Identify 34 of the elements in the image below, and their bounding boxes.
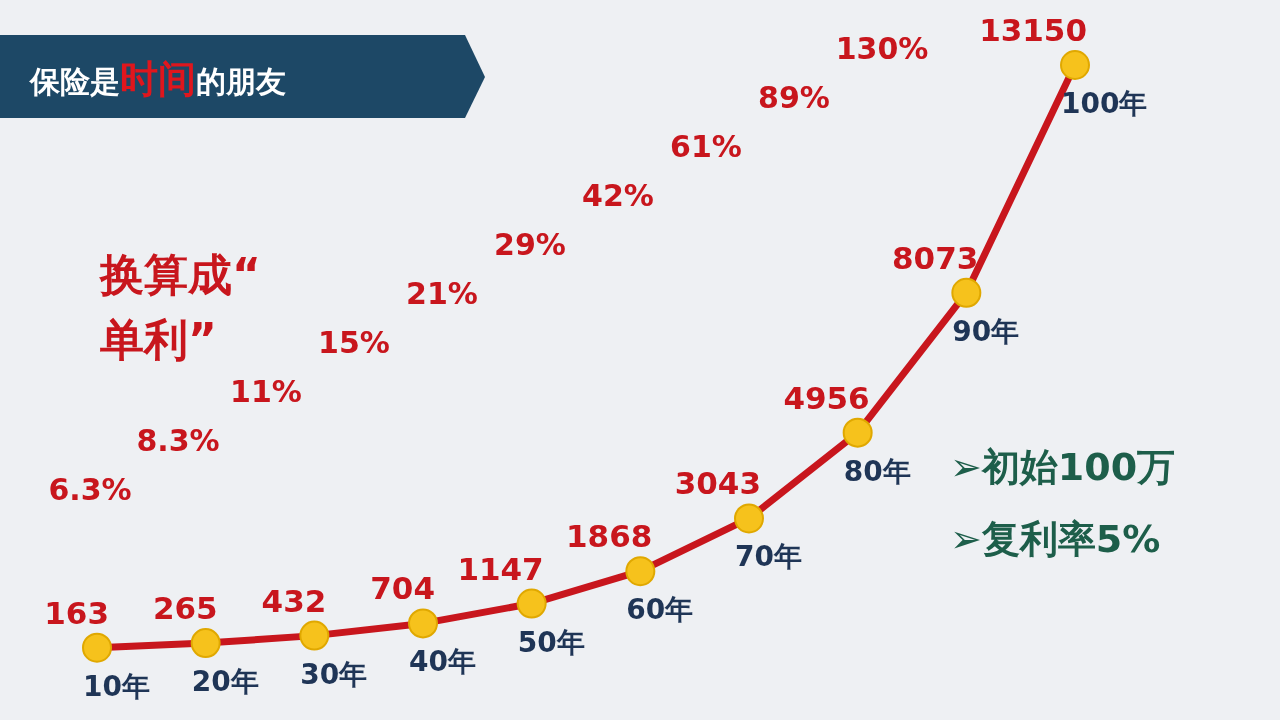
annotation: 21% bbox=[406, 276, 478, 311]
data-label: 704 bbox=[370, 570, 435, 607]
annotation: 61% bbox=[670, 129, 742, 164]
data-label: 265 bbox=[152, 590, 218, 627]
x-tick-label: 50年 bbox=[517, 625, 585, 659]
data-label: 13150 bbox=[979, 12, 1087, 48]
annotation: 42% bbox=[582, 178, 654, 213]
x-tick-label: 30年 bbox=[300, 657, 368, 691]
text: 换算成“单利” bbox=[98, 249, 261, 365]
data-label: 4956 bbox=[783, 379, 870, 416]
x-tick-label: 80年 bbox=[843, 454, 911, 488]
x-tick-label: 10年 bbox=[83, 669, 150, 703]
data-label: 1147 bbox=[457, 550, 544, 587]
annotation: 29% bbox=[494, 227, 566, 262]
annotation: 8.3% bbox=[136, 423, 220, 458]
data-label: 1868 bbox=[566, 518, 653, 555]
x-tick-label: 90年 bbox=[952, 314, 1020, 348]
x-tick-label: 60年 bbox=[626, 593, 694, 627]
x-tick-label: 70年 bbox=[735, 540, 802, 574]
annotation: 6.3% bbox=[48, 472, 132, 507]
chart-title: 保险是时间的朋友 bbox=[29, 57, 286, 101]
annotation: 11% bbox=[230, 374, 302, 409]
x-tick-label: 100年 bbox=[1061, 87, 1148, 120]
x-tick-label: 40年 bbox=[409, 645, 476, 679]
annotation: 15% bbox=[318, 325, 390, 360]
data-label: 432 bbox=[261, 582, 327, 619]
annotation: 130% bbox=[835, 31, 929, 66]
annotation: ➢复利率5% bbox=[950, 517, 1161, 561]
annotation: 89% bbox=[758, 80, 830, 115]
x-tick-label: 20年 bbox=[191, 665, 259, 699]
data-label: 8073 bbox=[892, 239, 979, 276]
data-label: 3043 bbox=[674, 465, 761, 502]
annotation: ➢初始100万 bbox=[950, 445, 1176, 489]
data-label: 163 bbox=[44, 594, 109, 631]
